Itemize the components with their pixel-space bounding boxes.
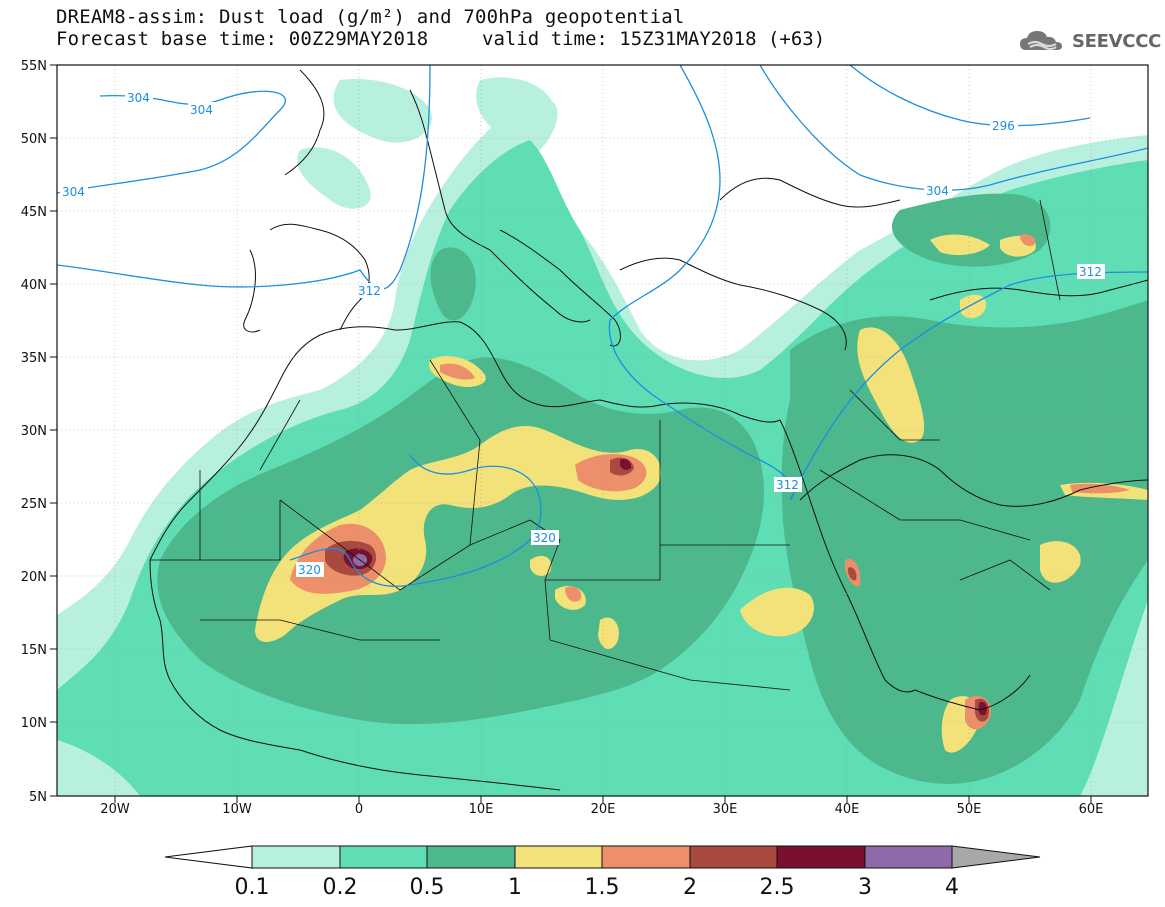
contour-label-304-b: 304 xyxy=(188,102,216,117)
lon-label-0: 0 xyxy=(355,802,363,817)
lat-label-55n: 55N xyxy=(21,59,47,74)
colorbar-label-2: 2 xyxy=(683,875,697,900)
lon-label-10w: 10W xyxy=(222,802,252,817)
svg-text:320: 320 xyxy=(298,563,321,577)
svg-text:296: 296 xyxy=(992,119,1015,133)
coastlines xyxy=(149,69,1148,791)
svg-text:312: 312 xyxy=(358,284,381,298)
colorbar-label-0.5: 0.5 xyxy=(410,875,445,900)
lat-axis: 55N 50N 45N 40N 35N 30N 25N 20N 15N 10N … xyxy=(21,59,57,805)
map-title: DREAM8-assim: Dust load (g/m²) and 700hP… xyxy=(56,6,685,28)
colorbar-label-3: 3 xyxy=(858,875,872,900)
colorbar-label-2.5: 2.5 xyxy=(760,875,795,900)
lat-label-45n: 45N xyxy=(21,205,47,220)
colorbar-bin-0.5 xyxy=(426,845,516,869)
colorbar-bin-3 xyxy=(864,845,953,869)
contour-label-320-a: 320 xyxy=(531,530,559,545)
contour-label-304-c: 304 xyxy=(60,184,88,199)
colorbar-bin-0.2 xyxy=(339,845,428,869)
contour-label-312-b: 312 xyxy=(1077,264,1105,279)
seevccc-logo: SEEVCCC xyxy=(1018,28,1161,54)
lat-label-50n: 50N xyxy=(21,132,47,147)
svg-text:304: 304 xyxy=(62,185,85,199)
colorbar-label-1: 1 xyxy=(508,875,522,900)
colorbar-label-0.1: 0.1 xyxy=(235,875,270,900)
contour-label-304-d: 304 xyxy=(924,183,952,198)
lat-label-35n: 35N xyxy=(21,351,47,366)
lat-label-25n: 25N xyxy=(21,497,47,512)
contour-labels: 304 304 304 312 296 304 312 312 320 320 xyxy=(60,90,1105,577)
lat-label-10n: 10N xyxy=(21,716,47,731)
colorbar-label-0.2: 0.2 xyxy=(323,875,358,900)
svg-text:312: 312 xyxy=(1079,265,1102,279)
svg-text:320: 320 xyxy=(533,531,556,545)
colorbar-bin-1.5 xyxy=(601,845,691,869)
lat-label-30n: 30N xyxy=(21,424,47,439)
colorbar-label-4: 4 xyxy=(945,875,959,900)
lat-label-5n: 5N xyxy=(29,790,47,805)
colorbar-bin-1 xyxy=(514,845,603,869)
lon-label-20w: 20W xyxy=(100,802,130,817)
map-area: 304 304 304 312 296 304 312 312 320 320 xyxy=(57,65,1148,796)
colorbar-bin-2 xyxy=(689,845,778,869)
lat-label-15n: 15N xyxy=(21,643,47,658)
contour-label-296: 296 xyxy=(990,118,1018,133)
colorbar: 0.1 0.2 0.5 1 1.5 2 2.5 3 4 xyxy=(164,845,1041,900)
logo-text: SEEVCCC xyxy=(1072,30,1162,52)
valid-time: valid time: 15Z31MAY2018 (+63) xyxy=(482,28,826,50)
lon-label-20e: 20E xyxy=(591,802,616,817)
lon-label-60e: 60E xyxy=(1079,802,1104,817)
contour-label-312-c: 312 xyxy=(774,477,802,492)
contour-label-304-a: 304 xyxy=(125,90,153,105)
forecast-base-time: Forecast base time: 00Z29MAY2018 xyxy=(56,28,429,50)
colorbar-bin-0.1 xyxy=(251,845,341,869)
colorbar-label-1.5: 1.5 xyxy=(585,875,620,900)
lon-label-30e: 30E xyxy=(713,802,738,817)
lon-label-50e: 50E xyxy=(957,802,982,817)
colorbar-bin-2.5 xyxy=(776,845,866,869)
colorbar-low-arrow xyxy=(164,845,253,869)
svg-text:304: 304 xyxy=(190,103,213,117)
svg-text:312: 312 xyxy=(776,478,799,492)
cloud-icon xyxy=(1020,31,1062,50)
lon-label-40e: 40E xyxy=(835,802,860,817)
contour-label-320-b: 320 xyxy=(296,562,324,577)
svg-text:304: 304 xyxy=(926,184,949,198)
lon-axis: 20W 10W 0 10E 20E 30E 40E 50E 60E xyxy=(100,796,1103,817)
lon-label-10e: 10E xyxy=(469,802,494,817)
contour-label-312-a: 312 xyxy=(356,283,384,298)
lat-label-20n: 20N xyxy=(21,570,47,585)
svg-text:304: 304 xyxy=(127,91,150,105)
colorbar-high-arrow xyxy=(951,845,1041,869)
lat-label-40n: 40N xyxy=(21,278,47,293)
